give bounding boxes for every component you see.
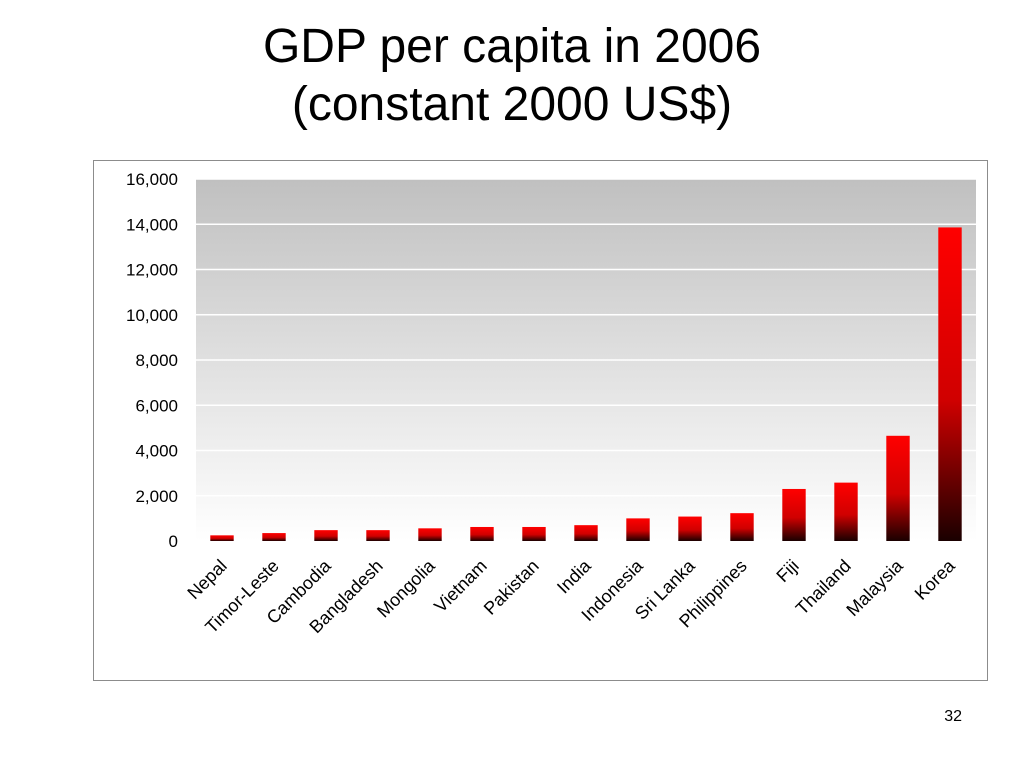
y-tick-label: 14,000: [126, 215, 178, 234]
x-tick-label: India: [553, 555, 595, 597]
slide-title: GDP per capita in 2006 (constant 2000 US…: [0, 18, 1024, 134]
bar-chart: 0 2,000 4,000 6,000 8,000 10,000 12,000 14,000 1…: [126, 170, 976, 637]
bar-cambodia: [314, 530, 338, 541]
y-axis-ticks: 0 2,000 4,000 6,000 8,000 10,000 12,000 14,000 1…: [126, 170, 178, 551]
bar-nepal: [210, 535, 234, 541]
bar-timor-leste: [262, 533, 286, 541]
x-tick-label: Mongolia: [373, 555, 439, 621]
bar-korea: [938, 227, 962, 541]
bar-malaysia: [886, 435, 910, 541]
page-number: 32: [944, 708, 962, 725]
bar-sri-lanka: [678, 516, 702, 541]
title-line-1: GDP per capita in 2006: [262, 20, 762, 73]
bar-indonesia: [626, 518, 650, 541]
bar-thailand: [834, 482, 858, 541]
y-tick-label: 12,000: [126, 261, 178, 280]
x-tick-label: Nepal: [183, 556, 230, 603]
gridlines: [196, 178, 976, 497]
x-axis-labels: NepalTimor-LesteCambodiaBangladeshMongol…: [183, 555, 959, 637]
y-tick-label: 2,000: [135, 487, 178, 506]
bar-india: [574, 525, 598, 541]
y-tick-label: 4,000: [135, 442, 178, 461]
x-tick-label: Fiji: [772, 556, 802, 586]
x-tick-label: Korea: [911, 555, 960, 604]
y-tick-label: 16,000: [126, 170, 178, 189]
x-tick-label: Pakistan: [480, 556, 543, 619]
bar-mongolia: [418, 528, 442, 541]
title-line-2: (constant 2000 US$): [291, 78, 733, 131]
bar-bangladesh: [366, 530, 390, 541]
y-tick-label: 6,000: [135, 396, 178, 415]
bar-philippines: [730, 513, 754, 541]
bars: [210, 227, 962, 541]
x-tick-label: Malaysia: [842, 555, 907, 620]
chart-frame: 0 2,000 4,000 6,000 8,000 10,000 12,000 14,000 1…: [93, 160, 988, 681]
y-tick-label: 10,000: [126, 306, 178, 325]
bar-fiji: [782, 488, 806, 541]
y-tick-label: 8,000: [135, 351, 178, 370]
y-tick-label: 0: [169, 532, 178, 551]
bar-vietnam: [470, 526, 494, 541]
bar-pakistan: [522, 526, 546, 541]
